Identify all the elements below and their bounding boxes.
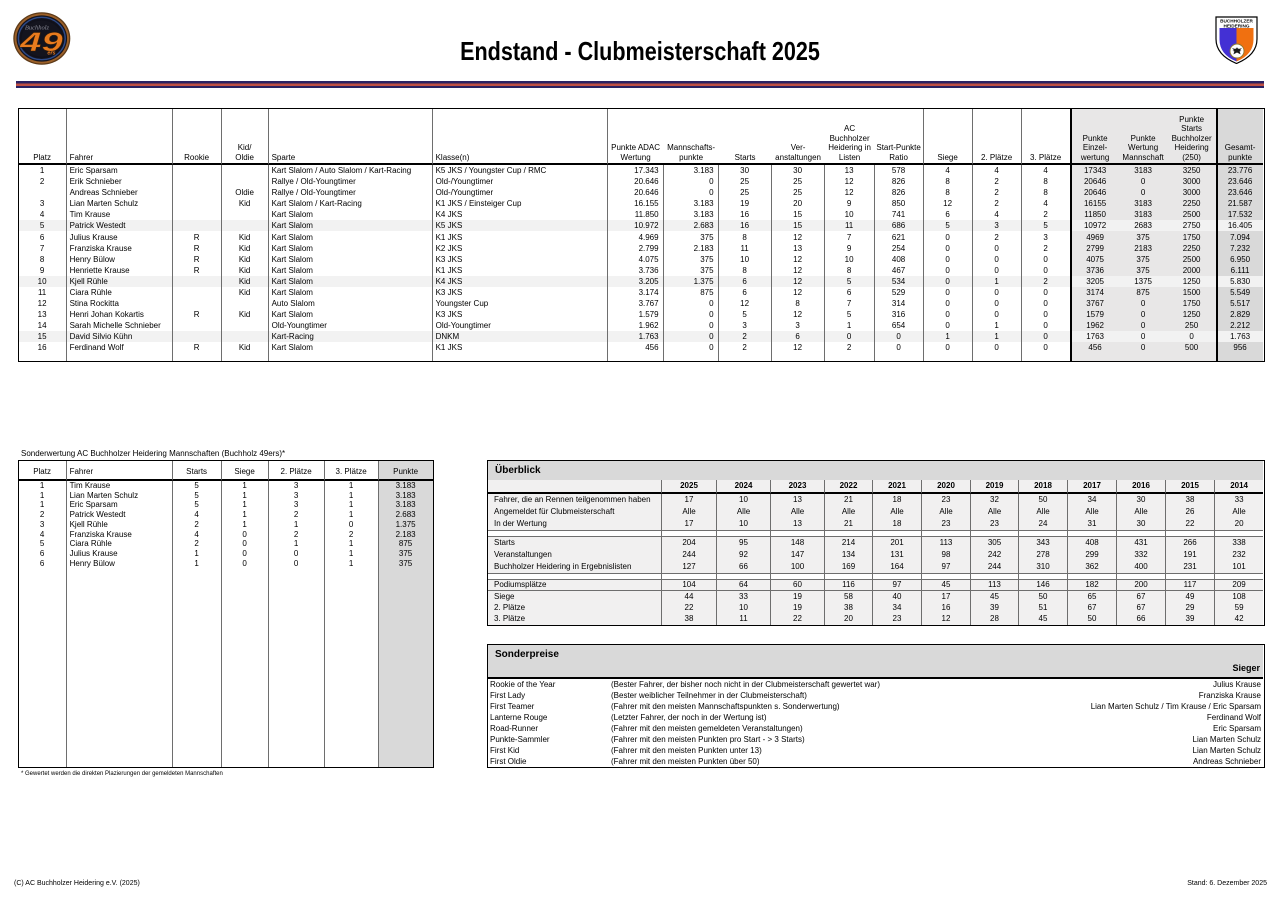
svg-text:ers: ers — [47, 51, 55, 57]
svg-text:49: 49 — [19, 27, 63, 57]
svg-text:HEIDERING: HEIDERING — [1223, 23, 1249, 28]
svg-text:BUCHHOLZER: BUCHHOLZER — [1220, 18, 1253, 23]
svg-text:Buchholz: Buchholz — [25, 25, 50, 32]
